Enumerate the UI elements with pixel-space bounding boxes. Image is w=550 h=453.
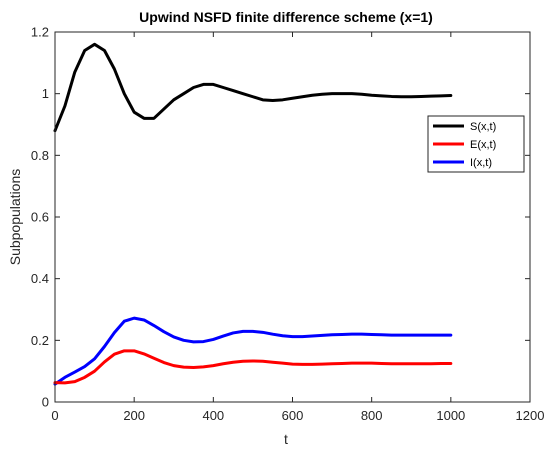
x-tick-label: 800 — [361, 408, 383, 423]
chart-title: Upwind NSFD finite difference scheme (x=… — [139, 9, 433, 25]
y-axis-label: Subpopulations — [7, 169, 23, 266]
x-tick-label: 600 — [282, 408, 304, 423]
series-line-s — [53, 42, 453, 133]
series-layer — [53, 42, 453, 386]
y-tick-label: 0.2 — [31, 333, 49, 348]
x-tick-label: 1000 — [436, 408, 465, 423]
legend-label: E(x,t) — [470, 139, 496, 151]
legend: S(x,t) E(x,t) I(x,t) — [427, 115, 525, 173]
x-axis-label: t — [284, 431, 288, 447]
series-line-e — [53, 349, 453, 385]
x-tick-label: 200 — [123, 408, 145, 423]
legend-label: S(x,t) — [470, 121, 496, 133]
x-tick-label: 400 — [202, 408, 224, 423]
ticks-layer: 0 200 400 600 800 1000 1200 0 0.2 0.4 0.6 0.8 1 1.2 — [31, 25, 545, 424]
x-tick-label: 1200 — [516, 408, 545, 423]
legend-label: I(x,t) — [470, 157, 492, 169]
plot-area — [55, 32, 530, 402]
series-line-i — [53, 316, 453, 386]
y-tick-label: 0.6 — [31, 210, 49, 225]
y-tick-label: 0 — [42, 395, 49, 410]
y-tick-label: 0.4 — [31, 271, 49, 286]
x-tick-label: 0 — [51, 408, 58, 423]
y-tick-label: 1 — [42, 86, 49, 101]
y-tick-label: 0.8 — [31, 148, 49, 163]
y-tick-label: 1.2 — [31, 25, 49, 40]
